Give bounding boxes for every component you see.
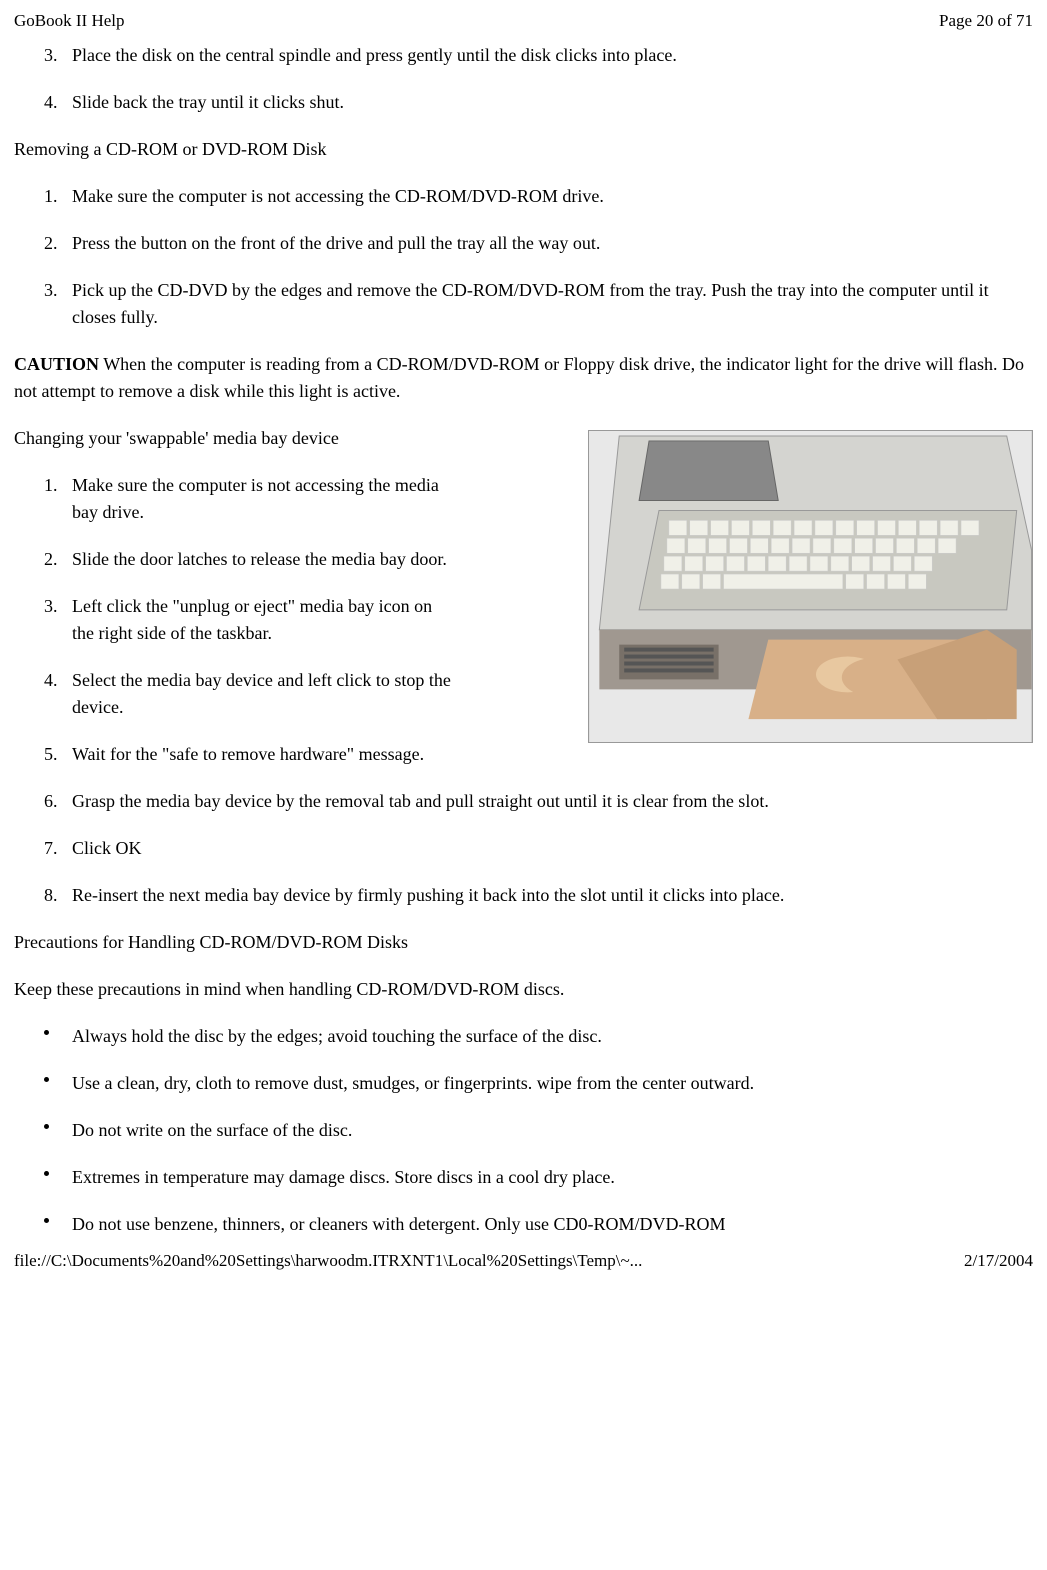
header-page-indicator: Page 20 of 71 — [939, 8, 1033, 34]
item-text: Make sure the computer is not accessing … — [44, 472, 454, 526]
item-number: 1. — [44, 183, 58, 210]
list-item: 3. Left click the "unplug or eject" medi… — [44, 593, 1033, 647]
item-text: Press the button on the front of the dri… — [44, 230, 1033, 257]
list-item: 7. Click OK — [44, 835, 1033, 862]
item-text: Use a clean, dry, cloth to remove dust, … — [44, 1070, 1033, 1097]
list-item: 4. Select the media bay device and left … — [44, 667, 1033, 721]
item-number: 1. — [44, 472, 58, 499]
precautions-section-title: Precautions for Handling CD-ROM/DVD-ROM … — [14, 929, 1033, 956]
item-text: Make sure the computer is not accessing … — [44, 183, 1033, 210]
bullet-icon — [44, 1077, 49, 1082]
precautions-list: Always hold the disc by the edges; avoid… — [14, 1023, 1033, 1238]
item-text: Slide the door latches to release the me… — [44, 546, 454, 573]
removing-disk-list: 1. Make sure the computer is not accessi… — [14, 183, 1033, 331]
header-title: GoBook II Help — [14, 8, 124, 34]
item-text: Do not use benzene, thinners, or cleaner… — [44, 1211, 1033, 1238]
list-item: 6. Grasp the media bay device by the rem… — [44, 788, 1033, 815]
item-number: 3. — [44, 277, 58, 304]
changing-section-title: Changing your 'swappable' media bay devi… — [14, 425, 444, 452]
list-item: Always hold the disc by the edges; avoid… — [44, 1023, 1033, 1050]
item-text: Select the media bay device and left cli… — [44, 667, 454, 721]
item-text: Click OK — [44, 835, 1033, 862]
item-number: 7. — [44, 835, 58, 862]
precautions-intro: Keep these precautions in mind when hand… — [14, 976, 1033, 1003]
bullet-icon — [44, 1124, 49, 1129]
item-text: Place the disk on the central spindle an… — [44, 42, 1033, 69]
item-number: 4. — [44, 89, 58, 116]
caution-label: CAUTION — [14, 354, 99, 374]
list-item: 5. Wait for the "safe to remove hardware… — [44, 741, 1033, 768]
item-text: Always hold the disc by the edges; avoid… — [44, 1023, 1033, 1050]
list-item: 3. Pick up the CD-DVD by the edges and r… — [44, 277, 1033, 331]
insert-disk-list: 3. Place the disk on the central spindle… — [14, 42, 1033, 116]
item-text: Grasp the media bay device by the remova… — [44, 788, 1033, 815]
list-item: 2. Slide the door latches to release the… — [44, 546, 1033, 573]
item-text: Do not write on the surface of the disc. — [44, 1117, 1033, 1144]
item-text: Extremes in temperature may damage discs… — [44, 1164, 1033, 1191]
list-item: 2. Press the button on the front of the … — [44, 230, 1033, 257]
item-text: Slide back the tray until it clicks shut… — [44, 89, 1033, 116]
bullet-icon — [44, 1171, 49, 1176]
item-number: 5. — [44, 741, 58, 768]
footer-date: 2/17/2004 — [964, 1248, 1033, 1274]
item-text: Wait for the "safe to remove hardware" m… — [44, 741, 1033, 768]
item-text: Left click the "unplug or eject" media b… — [44, 593, 454, 647]
list-item: 3. Place the disk on the central spindle… — [44, 42, 1033, 69]
list-item: Extremes in temperature may damage discs… — [44, 1164, 1033, 1191]
list-item: Use a clean, dry, cloth to remove dust, … — [44, 1070, 1033, 1097]
list-item: 8. Re-insert the next media bay device b… — [44, 882, 1033, 909]
item-text: Pick up the CD-DVD by the edges and remo… — [44, 277, 1033, 331]
removing-section-title: Removing a CD-ROM or DVD-ROM Disk — [14, 136, 1033, 163]
bullet-icon — [44, 1218, 49, 1223]
caution-paragraph: CAUTION When the computer is reading fro… — [14, 351, 1033, 405]
footer-path: file://C:\Documents%20and%20Settings\har… — [14, 1248, 642, 1274]
changing-device-list-continued: 5. Wait for the "safe to remove hardware… — [14, 741, 1033, 909]
item-number: 2. — [44, 546, 58, 573]
item-number: 4. — [44, 667, 58, 694]
item-number: 3. — [44, 42, 58, 69]
caution-text: When the computer is reading from a CD-R… — [14, 354, 1024, 401]
item-number: 2. — [44, 230, 58, 257]
bullet-icon — [44, 1030, 49, 1035]
page-footer: file://C:\Documents%20and%20Settings\har… — [14, 1248, 1033, 1274]
list-item: 1. Make sure the computer is not accessi… — [44, 472, 1033, 526]
list-item: 1. Make sure the computer is not accessi… — [44, 183, 1033, 210]
item-number: 3. — [44, 593, 58, 620]
list-item: Do not write on the surface of the disc. — [44, 1117, 1033, 1144]
changing-device-list: 1. Make sure the computer is not accessi… — [14, 472, 1033, 721]
item-number: 6. — [44, 788, 58, 815]
list-item: 4. Slide back the tray until it clicks s… — [44, 89, 1033, 116]
item-number: 8. — [44, 882, 58, 909]
list-item: Do not use benzene, thinners, or cleaner… — [44, 1211, 1033, 1238]
item-text: Re-insert the next media bay device by f… — [44, 882, 1033, 909]
page-header: GoBook II Help Page 20 of 71 — [14, 8, 1033, 34]
